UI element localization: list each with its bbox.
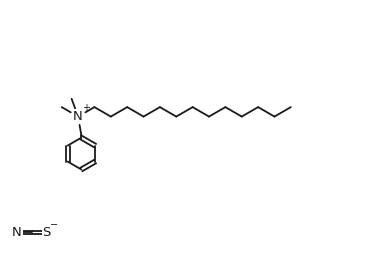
Text: −: − [49, 220, 58, 231]
Text: N: N [73, 110, 83, 123]
Text: +: + [81, 103, 90, 113]
Text: N: N [12, 226, 22, 239]
Text: S: S [42, 226, 51, 239]
